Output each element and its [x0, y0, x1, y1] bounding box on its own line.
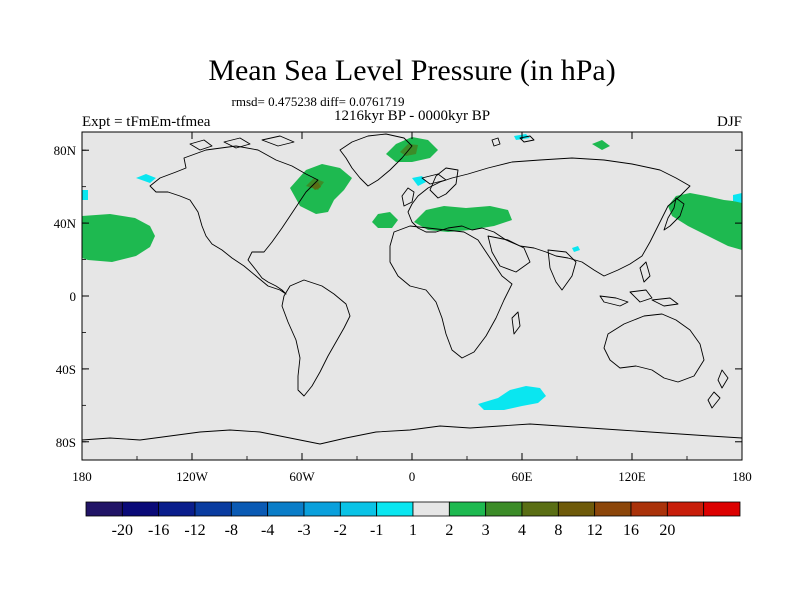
colorbar-cell [666, 501, 705, 517]
north-america-coast [149, 145, 319, 295]
colorbar-cell [194, 501, 232, 517]
colorbar-cell [412, 501, 450, 517]
colorbar-label: -12 [184, 522, 205, 539]
arabia-coast [487, 235, 531, 273]
map-background [82, 132, 742, 460]
colorbar-cell [594, 501, 632, 517]
indonesia-coast [599, 261, 679, 307]
colorbar-cell [267, 501, 305, 517]
y-tick-label: 80S [56, 435, 76, 450]
colorbar-label: 3 [482, 522, 490, 539]
colorbar-label: -8 [225, 522, 238, 539]
colorbar-label: -3 [297, 522, 310, 539]
experiment-label: Expt = tFmEm-tfmea [82, 114, 211, 130]
colorbar-cell [630, 501, 668, 517]
south-america-coast [281, 279, 351, 397]
stats-line: rmsd= 0.475238 diff= 0.0761719 [232, 94, 405, 109]
colorbar-label: -16 [148, 522, 169, 539]
colorbar-label: 4 [518, 522, 526, 539]
y-axis: 80N 40N 0 40S 80S [54, 143, 742, 450]
north-pacific-west-positive [82, 214, 155, 262]
y-tick-label: 40N [54, 216, 77, 231]
y-tick-label: 80N [54, 143, 77, 158]
colorbar-cell [230, 501, 269, 517]
eurasia-coast [407, 157, 691, 277]
axes: 180 120W 60W 0 60E 120E 180 80N 40N 0 40S 80S [54, 132, 752, 484]
colorbar-cells [85, 501, 741, 517]
colorbar-label: 16 [623, 522, 639, 539]
europe-positive [372, 206, 512, 232]
colorbar-cell [448, 501, 487, 517]
colorbar-label: -4 [261, 522, 274, 539]
new-zealand-coast [707, 369, 729, 409]
time-range-label: 1216kyr BP - 0000kyr BP [334, 108, 490, 124]
coastlines [81, 133, 743, 445]
india-coast [547, 249, 577, 291]
colorbar-cell [376, 501, 414, 517]
britain-coast [401, 187, 415, 207]
colorbar-cell [121, 501, 160, 517]
x-tick-label: 0 [409, 469, 416, 484]
colorbar-cell [521, 501, 559, 517]
x-tick-label: 120W [176, 469, 209, 484]
colorbar-label: 20 [659, 522, 675, 539]
x-axis: 180 120W 60W 0 60E 120E 180 [72, 132, 752, 484]
arctic-islands [189, 135, 535, 185]
colorbar-label: 8 [554, 522, 562, 539]
season-label: DJF [717, 114, 742, 130]
greenland-coast [339, 133, 413, 187]
x-tick-label: 180 [732, 469, 752, 484]
colorbar-cell [158, 501, 196, 517]
antarctica-coast [81, 423, 743, 445]
scandinavia-coast [429, 167, 459, 199]
colorbar-label: 2 [445, 522, 453, 539]
colorbar-labels: -20 -16 -12 -8 -4 -3 -2 -1 1 2 3 4 8 12 16 20 [112, 522, 676, 539]
colorbar-cell [485, 501, 523, 517]
y-tick-label: 0 [70, 289, 77, 304]
colorbar-cell [339, 501, 378, 517]
colorbar-cell [303, 501, 341, 517]
colorbar-label: 12 [587, 522, 603, 539]
colorbar-cell [557, 501, 596, 517]
chart-title: Mean Sea Level Pressure (in hPa) [208, 54, 615, 87]
north-pacific-east-positive [668, 193, 742, 250]
greenland-max [386, 137, 610, 162]
colorbar: -20 -16 -12 -8 -4 -3 -2 -1 1 2 3 4 8 12 16 20 [85, 501, 741, 539]
y-tick-label: 40S [56, 362, 76, 377]
madagascar-coast [511, 311, 521, 335]
colorbar-label: -1 [370, 522, 383, 539]
x-tick-label: 180 [72, 469, 92, 484]
anomaly-layer [82, 134, 742, 410]
map-panel [81, 131, 743, 461]
x-tick-label: 60E [512, 469, 533, 484]
australia-coast [603, 313, 705, 383]
colorbar-label: -2 [334, 522, 347, 539]
africa-coast [389, 225, 513, 359]
x-tick-label: 60W [289, 469, 315, 484]
colorbar-label: 1 [409, 522, 417, 539]
colorbar-cell [85, 501, 123, 517]
colorbar-cell [703, 501, 741, 517]
japan-coast [663, 197, 685, 231]
colorbar-label: -20 [112, 522, 133, 539]
x-tick-label: 120E [618, 469, 646, 484]
